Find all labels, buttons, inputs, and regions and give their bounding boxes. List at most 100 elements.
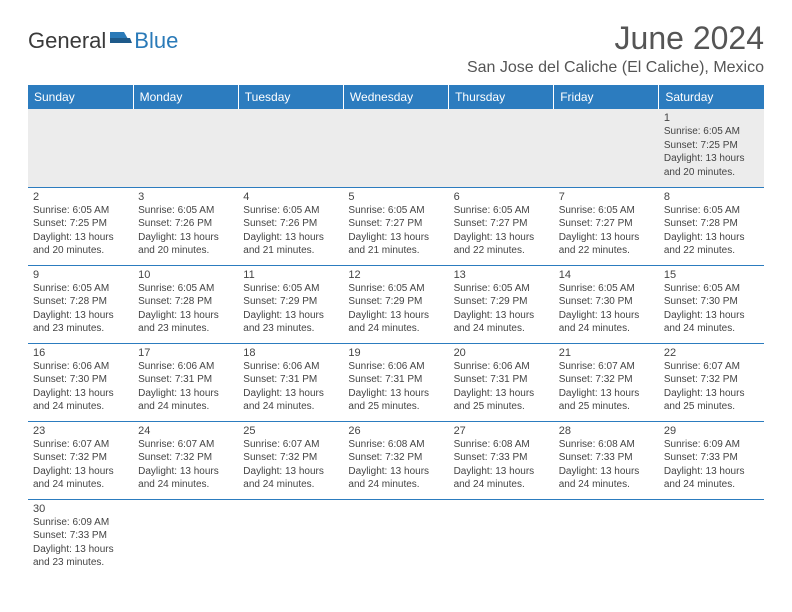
sunset-line: Sunset: 7:32 PM bbox=[559, 373, 654, 387]
day-number: 13 bbox=[454, 269, 549, 281]
day-number: 8 bbox=[664, 191, 759, 203]
logo: General Blue bbox=[28, 28, 178, 54]
day-info: Sunrise: 6:05 AMSunset: 7:30 PMDaylight:… bbox=[559, 282, 654, 336]
daylight-line: Daylight: 13 hours and 25 minutes. bbox=[454, 387, 549, 414]
month-title: June 2024 bbox=[467, 20, 764, 57]
day-number: 4 bbox=[243, 191, 338, 203]
day-number: 30 bbox=[33, 503, 128, 515]
sunrise-line: Sunrise: 6:05 AM bbox=[33, 282, 128, 296]
day-info: Sunrise: 6:07 AMSunset: 7:32 PMDaylight:… bbox=[559, 360, 654, 414]
calendar-day-cell: 1Sunrise: 6:05 AMSunset: 7:25 PMDaylight… bbox=[659, 109, 764, 187]
day-info: Sunrise: 6:05 AMSunset: 7:28 PMDaylight:… bbox=[138, 282, 233, 336]
day-info: Sunrise: 6:09 AMSunset: 7:33 PMDaylight:… bbox=[664, 438, 759, 492]
calendar-day-cell: 12Sunrise: 6:05 AMSunset: 7:29 PMDayligh… bbox=[343, 265, 448, 343]
calendar-day-cell: 4Sunrise: 6:05 AMSunset: 7:26 PMDaylight… bbox=[238, 187, 343, 265]
daylight-line: Daylight: 13 hours and 20 minutes. bbox=[33, 231, 128, 258]
sunrise-line: Sunrise: 6:05 AM bbox=[243, 204, 338, 218]
sunset-line: Sunset: 7:26 PM bbox=[243, 217, 338, 231]
sunset-line: Sunset: 7:32 PM bbox=[138, 451, 233, 465]
sunset-line: Sunset: 7:33 PM bbox=[33, 529, 128, 543]
sunrise-line: Sunrise: 6:05 AM bbox=[559, 204, 654, 218]
day-number: 20 bbox=[454, 347, 549, 359]
day-number: 10 bbox=[138, 269, 233, 281]
day-info: Sunrise: 6:08 AMSunset: 7:32 PMDaylight:… bbox=[348, 438, 443, 492]
sunset-line: Sunset: 7:32 PM bbox=[243, 451, 338, 465]
day-info: Sunrise: 6:06 AMSunset: 7:31 PMDaylight:… bbox=[348, 360, 443, 414]
day-info: Sunrise: 6:08 AMSunset: 7:33 PMDaylight:… bbox=[454, 438, 549, 492]
header: General Blue June 2024 San Jose del Cali… bbox=[28, 20, 764, 77]
day-number: 23 bbox=[33, 425, 128, 437]
calendar-empty-cell bbox=[343, 109, 448, 187]
sunrise-line: Sunrise: 6:08 AM bbox=[454, 438, 549, 452]
day-info: Sunrise: 6:05 AMSunset: 7:29 PMDaylight:… bbox=[348, 282, 443, 336]
day-info: Sunrise: 6:05 AMSunset: 7:26 PMDaylight:… bbox=[243, 204, 338, 258]
daylight-line: Daylight: 13 hours and 23 minutes. bbox=[243, 309, 338, 336]
sunset-line: Sunset: 7:27 PM bbox=[348, 217, 443, 231]
calendar-day-cell: 24Sunrise: 6:07 AMSunset: 7:32 PMDayligh… bbox=[133, 421, 238, 499]
logo-text-blue: Blue bbox=[134, 28, 178, 54]
calendar-empty-cell bbox=[343, 499, 448, 577]
day-number: 1 bbox=[664, 112, 759, 124]
calendar-week-row: 2Sunrise: 6:05 AMSunset: 7:25 PMDaylight… bbox=[28, 187, 764, 265]
daylight-line: Daylight: 13 hours and 24 minutes. bbox=[33, 465, 128, 492]
day-number: 6 bbox=[454, 191, 549, 203]
calendar-empty-cell bbox=[28, 109, 133, 187]
calendar-table: SundayMondayTuesdayWednesdayThursdayFrid… bbox=[28, 85, 764, 577]
calendar-day-cell: 15Sunrise: 6:05 AMSunset: 7:30 PMDayligh… bbox=[659, 265, 764, 343]
sunrise-line: Sunrise: 6:05 AM bbox=[559, 282, 654, 296]
sunrise-line: Sunrise: 6:08 AM bbox=[348, 438, 443, 452]
daylight-line: Daylight: 13 hours and 24 minutes. bbox=[138, 465, 233, 492]
sunrise-line: Sunrise: 6:06 AM bbox=[348, 360, 443, 374]
sunset-line: Sunset: 7:29 PM bbox=[243, 295, 338, 309]
day-info: Sunrise: 6:05 AMSunset: 7:28 PMDaylight:… bbox=[33, 282, 128, 336]
day-info: Sunrise: 6:06 AMSunset: 7:30 PMDaylight:… bbox=[33, 360, 128, 414]
sunset-line: Sunset: 7:30 PM bbox=[33, 373, 128, 387]
sunrise-line: Sunrise: 6:05 AM bbox=[138, 204, 233, 218]
calendar-day-cell: 27Sunrise: 6:08 AMSunset: 7:33 PMDayligh… bbox=[449, 421, 554, 499]
sunrise-line: Sunrise: 6:05 AM bbox=[348, 282, 443, 296]
sunrise-line: Sunrise: 6:05 AM bbox=[138, 282, 233, 296]
calendar-day-cell: 16Sunrise: 6:06 AMSunset: 7:30 PMDayligh… bbox=[28, 343, 133, 421]
day-info: Sunrise: 6:07 AMSunset: 7:32 PMDaylight:… bbox=[243, 438, 338, 492]
calendar-week-row: 30Sunrise: 6:09 AMSunset: 7:33 PMDayligh… bbox=[28, 499, 764, 577]
calendar-week-row: 1Sunrise: 6:05 AMSunset: 7:25 PMDaylight… bbox=[28, 109, 764, 187]
day-number: 2 bbox=[33, 191, 128, 203]
day-number: 11 bbox=[243, 269, 338, 281]
day-number: 25 bbox=[243, 425, 338, 437]
sunrise-line: Sunrise: 6:09 AM bbox=[33, 516, 128, 530]
day-number: 17 bbox=[138, 347, 233, 359]
title-block: June 2024 San Jose del Caliche (El Calic… bbox=[467, 20, 764, 77]
daylight-line: Daylight: 13 hours and 24 minutes. bbox=[243, 465, 338, 492]
day-info: Sunrise: 6:05 AMSunset: 7:27 PMDaylight:… bbox=[454, 204, 549, 258]
day-number: 29 bbox=[664, 425, 759, 437]
calendar-week-row: 23Sunrise: 6:07 AMSunset: 7:32 PMDayligh… bbox=[28, 421, 764, 499]
sunrise-line: Sunrise: 6:07 AM bbox=[138, 438, 233, 452]
day-number: 3 bbox=[138, 191, 233, 203]
day-info: Sunrise: 6:05 AMSunset: 7:29 PMDaylight:… bbox=[243, 282, 338, 336]
daylight-line: Daylight: 13 hours and 21 minutes. bbox=[348, 231, 443, 258]
daylight-line: Daylight: 13 hours and 20 minutes. bbox=[138, 231, 233, 258]
daylight-line: Daylight: 13 hours and 23 minutes. bbox=[138, 309, 233, 336]
calendar-day-cell: 19Sunrise: 6:06 AMSunset: 7:31 PMDayligh… bbox=[343, 343, 448, 421]
day-number: 27 bbox=[454, 425, 549, 437]
day-info: Sunrise: 6:05 AMSunset: 7:30 PMDaylight:… bbox=[664, 282, 759, 336]
sunrise-line: Sunrise: 6:05 AM bbox=[33, 204, 128, 218]
day-number: 19 bbox=[348, 347, 443, 359]
day-number: 12 bbox=[348, 269, 443, 281]
calendar-day-cell: 30Sunrise: 6:09 AMSunset: 7:33 PMDayligh… bbox=[28, 499, 133, 577]
daylight-line: Daylight: 13 hours and 23 minutes. bbox=[33, 309, 128, 336]
calendar-day-cell: 7Sunrise: 6:05 AMSunset: 7:27 PMDaylight… bbox=[554, 187, 659, 265]
day-info: Sunrise: 6:05 AMSunset: 7:25 PMDaylight:… bbox=[33, 204, 128, 258]
daylight-line: Daylight: 13 hours and 22 minutes. bbox=[664, 231, 759, 258]
calendar-day-cell: 14Sunrise: 6:05 AMSunset: 7:30 PMDayligh… bbox=[554, 265, 659, 343]
day-number: 7 bbox=[559, 191, 654, 203]
sunrise-line: Sunrise: 6:05 AM bbox=[454, 204, 549, 218]
calendar-day-cell: 13Sunrise: 6:05 AMSunset: 7:29 PMDayligh… bbox=[449, 265, 554, 343]
sunset-line: Sunset: 7:33 PM bbox=[664, 451, 759, 465]
sunset-line: Sunset: 7:26 PM bbox=[138, 217, 233, 231]
calendar-day-cell: 22Sunrise: 6:07 AMSunset: 7:32 PMDayligh… bbox=[659, 343, 764, 421]
sunset-line: Sunset: 7:30 PM bbox=[559, 295, 654, 309]
sunset-line: Sunset: 7:28 PM bbox=[664, 217, 759, 231]
calendar-header-row: SundayMondayTuesdayWednesdayThursdayFrid… bbox=[28, 85, 764, 109]
daylight-line: Daylight: 13 hours and 23 minutes. bbox=[33, 543, 128, 570]
